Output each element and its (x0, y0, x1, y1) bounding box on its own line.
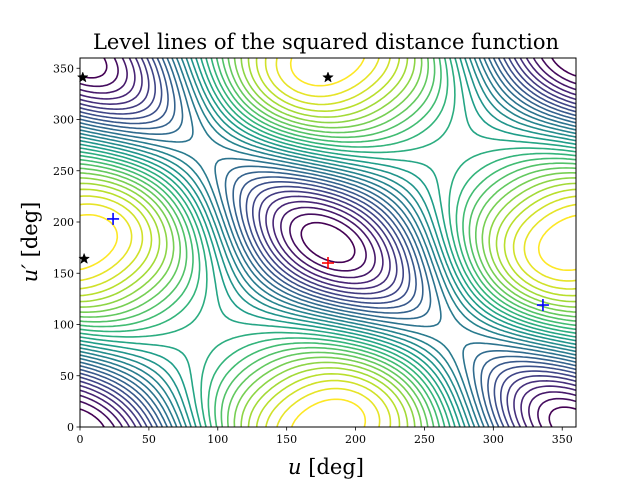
x-tick-label: 50 (142, 433, 156, 446)
contour-level-line (80, 58, 576, 427)
saddle-star-marker (76, 71, 89, 83)
contour-level-line (80, 58, 576, 427)
maximum-marker (322, 257, 334, 269)
y-tick-label: 250 (53, 165, 74, 178)
contour-level-line (80, 58, 576, 427)
x-tick-label: 350 (552, 433, 573, 446)
contour-lines (80, 58, 576, 427)
y-tick-label: 300 (53, 114, 74, 127)
contour-level-line (80, 58, 576, 427)
contour-level-line (80, 58, 576, 427)
contour-level-line (80, 58, 576, 427)
contour-level-line (80, 58, 576, 427)
y-tick-label: 200 (53, 216, 74, 229)
contour-level-line (80, 58, 576, 427)
contour-level-line (80, 58, 576, 427)
contour-level-line (80, 58, 576, 427)
x-tick-label: 150 (276, 433, 297, 446)
x-tick-label: 300 (483, 433, 504, 446)
contour-level-line (80, 58, 576, 427)
minimum-marker (107, 212, 120, 225)
saddle-star-marker (322, 71, 334, 83)
contour-level-line (80, 58, 576, 427)
contour-level-line (80, 58, 576, 427)
contour-level-line (80, 58, 576, 427)
chart-title: Level lines of the squared distance func… (93, 30, 559, 54)
minimum-marker (536, 299, 549, 312)
contour-level-line (80, 58, 576, 427)
x-tick-label: 250 (414, 433, 435, 446)
y-tick-label: 350 (53, 62, 74, 75)
contour-level-line (80, 58, 576, 427)
x-tick-label: 0 (77, 433, 84, 446)
contour-level-line (80, 58, 576, 427)
y-axis-ticks: 0 50 100 150 200 250 300 350 (53, 62, 80, 434)
y-tick-label: 0 (67, 421, 74, 434)
contour-level-line (80, 58, 576, 427)
contour-level-line (80, 58, 576, 427)
contour-level-line (80, 58, 576, 427)
contour-level-line (80, 58, 576, 427)
contour-level-line (80, 58, 576, 427)
contour-level-line (80, 58, 576, 427)
x-tick-label: 100 (207, 433, 228, 446)
plot-frame (79, 57, 577, 428)
contour-level-line (80, 58, 576, 427)
contour-level-line (80, 58, 576, 427)
x-tick-label: 200 (345, 433, 366, 446)
y-tick-label: 50 (60, 370, 74, 383)
contour-level-line (80, 58, 576, 427)
contour-level-line (80, 58, 576, 427)
y-axis-label: u′ [deg] (18, 202, 42, 283)
x-axis-ticks: 0 50 100 150 200 250 300 350 (77, 427, 573, 446)
y-tick-label: 100 (53, 319, 74, 332)
contour-level-line (80, 58, 576, 427)
contour-level-line (80, 58, 576, 427)
x-axis-label: u [deg] (288, 455, 364, 479)
y-tick-label: 150 (53, 267, 74, 280)
